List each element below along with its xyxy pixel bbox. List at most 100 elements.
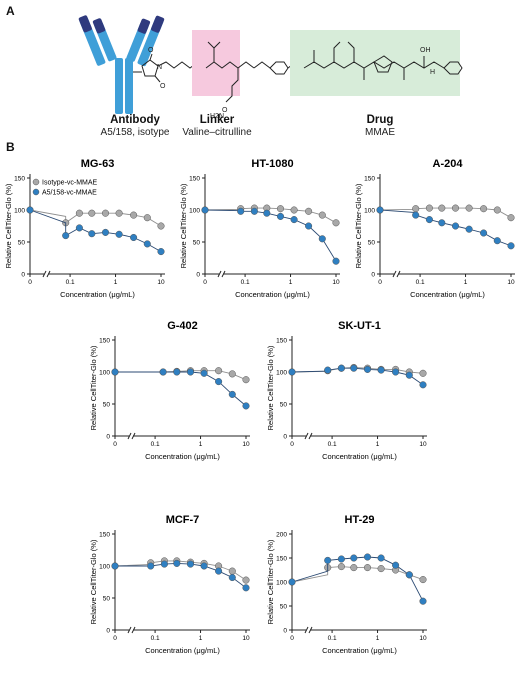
x-tick-label: 10 [332,279,340,286]
data-point-isotype [332,219,340,227]
data-point-a5-158 [237,207,245,215]
chart-mcf-7: MCF-7 0 50 100 150 0 0.1 1 10 Concentration (μg/m… [89,514,250,655]
x-tick-label: 0.1 [328,441,337,448]
chart-title: A-204 [433,158,464,170]
x-tick-label: 0 [113,441,117,448]
data-point-isotype [88,209,96,217]
data-point-a5-158 [451,222,460,230]
antibody-subtitle: A5/158, isotype [100,127,170,138]
y-axis-label: Relative CellTiter-Glo (%) [354,183,363,268]
data-point-a5-158 [242,402,250,410]
data-point-a5-158 [130,233,138,242]
x-tick-label: 0 [203,279,207,286]
data-point-isotype [290,206,298,214]
atom-label-oh: OH [420,47,431,54]
data-point-isotype [377,565,385,573]
drug-title: Drug [366,114,394,126]
chart-sk-ut-1: SK-UT-1 0 50 100 150 0 0.1 1 10 Concentration (μg… [266,320,427,461]
x-tick-label: 10 [242,635,250,642]
data-point-isotype [425,204,433,212]
x-tick-label: 0.1 [416,279,425,286]
x-tick-label: 0 [28,279,32,286]
atom-label-o3: O [222,107,228,114]
x-axis-label: Concentration (μg/mL) [322,646,397,655]
drug-subtitle: MMAE [365,127,395,138]
axis-break-mark [304,432,309,440]
data-point-a5-158 [337,364,345,372]
data-point-a5-158 [324,556,332,564]
data-point-a5-158 [305,222,313,230]
chart-title: G-402 [167,320,198,332]
fit-curve-isotype [29,209,162,227]
chart-ht-1080: HT-1080 0 50 100 150 0 0.1 1 10 Concentration (μg… [179,158,340,299]
y-tick-label: 50 [280,604,288,611]
panel-label-b: B [6,140,15,154]
y-tick-label: 100 [276,370,287,377]
data-point-a5-158 [493,237,501,245]
data-point-a5-158 [101,228,110,236]
axis-break-mark [221,270,226,278]
y-tick-label: 100 [364,208,375,215]
data-point-a5-158 [363,365,372,373]
x-tick-label: 10 [157,279,165,286]
x-tick-label: 0.1 [66,279,75,286]
data-point-a5-158 [26,206,34,214]
fit-curve-a5-158 [379,209,512,247]
x-tick-label: 10 [242,441,250,448]
data-point-a5-158 [419,381,427,389]
data-point-a5-158 [465,225,473,233]
legend-marker-isotype [32,178,40,186]
data-point-isotype [318,211,326,219]
data-point-a5-158 [115,230,123,238]
y-tick-label: 50 [103,402,111,409]
data-point-a5-158 [480,229,488,237]
axis-break-mark [392,270,397,278]
chart-a-204: A-204 0 50 100 150 0 0.1 1 10 Concentration (μg/m… [354,158,515,299]
data-point-a5-158 [419,597,427,605]
fit-curve-a5-158 [115,371,247,407]
y-tick-label: 150 [99,338,110,345]
y-tick-label: 50 [103,596,111,603]
chart-title: HT-1080 [251,158,293,170]
axis-break-mark [127,432,132,440]
data-point-a5-158 [186,560,195,568]
data-point-a5-158 [288,578,296,586]
y-tick-label: 0 [371,272,375,279]
data-point-a5-158 [62,232,70,240]
data-point-isotype [228,370,236,378]
x-tick-label: 1 [376,635,380,642]
y-axis-label: Relative CellTiter-Glo (%) [89,345,98,430]
axis-break-mark [217,270,222,278]
data-point-isotype [130,211,138,219]
data-point-a5-158 [228,390,236,398]
data-point-a5-158 [242,584,250,592]
data-point-isotype [215,367,223,375]
chart-ht-29: HT-29 0 50 100 150 200 0 0.1 1 10 Concentration (μ… [266,514,427,655]
data-point-isotype [493,206,501,214]
x-tick-label: 1 [199,635,203,642]
y-tick-label: 150 [189,176,200,183]
data-point-a5-158 [405,371,413,379]
y-tick-label: 200 [276,532,287,539]
axis-break-mark [308,626,313,634]
y-axis-label: Relative CellTiter-Glo (%) [4,183,13,268]
x-tick-label: 0.1 [328,635,337,642]
data-point-a5-158 [157,248,165,256]
atom-label-h: H [430,69,435,76]
data-point-isotype [419,369,427,377]
data-point-a5-158 [111,562,119,570]
data-point-a5-158 [377,366,385,374]
data-point-a5-158 [160,560,168,568]
legend-marker-a5-158 [32,188,40,196]
data-point-a5-158 [332,257,340,265]
x-tick-label: 1 [199,441,203,448]
axis-break-mark [304,626,309,634]
legend-label-isotype: Isotype-vc-MMAE [42,180,98,187]
data-point-a5-158 [438,219,446,227]
x-tick-label: 0.1 [151,635,160,642]
data-point-isotype [242,376,250,384]
y-tick-label: 50 [368,240,376,247]
y-tick-label: 0 [283,434,287,441]
x-tick-label: 1 [464,279,468,286]
antibody-icon [78,15,165,114]
